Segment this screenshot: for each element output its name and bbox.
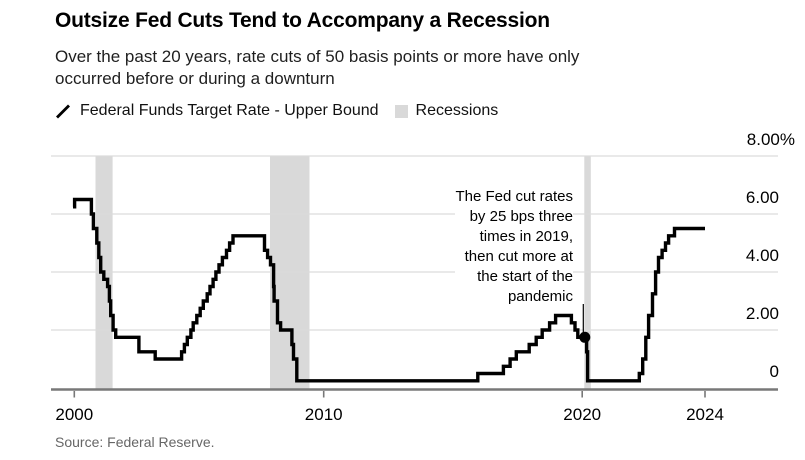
rate-line [72,197,705,383]
annotation-line: by 25 bps three [469,208,573,225]
y-axis-label: 8.00% [747,130,795,149]
annotation-line: pandemic [507,288,573,305]
annotation-line: times in 2019, [479,228,573,245]
x-axis-label: 2010 [305,405,343,424]
annotation-line: the start of the [477,268,573,285]
chart-subtitle-line: occurred before or during a downturn [55,69,335,88]
recession-swatch-icon [394,104,408,118]
line-series-icon [56,104,70,118]
recession-band [584,156,591,390]
pandemic-cut-marker-dot [579,331,591,343]
y-axis-label: 6.00 [746,188,779,207]
annotation-line: The Fed cut rates [455,188,573,205]
chart-subtitle-line: Over the past 20 years, rate cuts of 50 … [55,47,580,66]
x-axis-label: 2024 [686,405,724,424]
source-note: Source: Federal Reserve. [55,434,215,450]
legend-label-recessions: Recessions [415,102,499,119]
y-axis-label: 4.00 [746,246,779,265]
chart-title: Outsize Fed Cuts Tend to Accompany a Rec… [55,9,550,32]
recession-band [270,156,310,390]
annotation-line: then cut more at [464,248,573,265]
legend-label-rate-series: Federal Funds Target Rate - Upper Bound [80,102,379,119]
legend-item-recessions: Recessions [394,102,499,120]
chart-subtitle: Over the past 20 years, rate cuts of 50 … [55,46,579,90]
legend-item-rate-series: Federal Funds Target Rate - Upper Bound [55,102,379,120]
chart-annotation: The Fed cut rates by 25 bps three times in… [455,187,573,307]
x-axis-label: 2020 [563,405,601,424]
y-axis-label: 2.00 [746,304,779,323]
chart-legend: Federal Funds Target Rate - Upper Bound … [55,102,498,120]
y-axis-label: 0 [770,362,779,381]
x-axis-label: 2000 [55,405,93,424]
